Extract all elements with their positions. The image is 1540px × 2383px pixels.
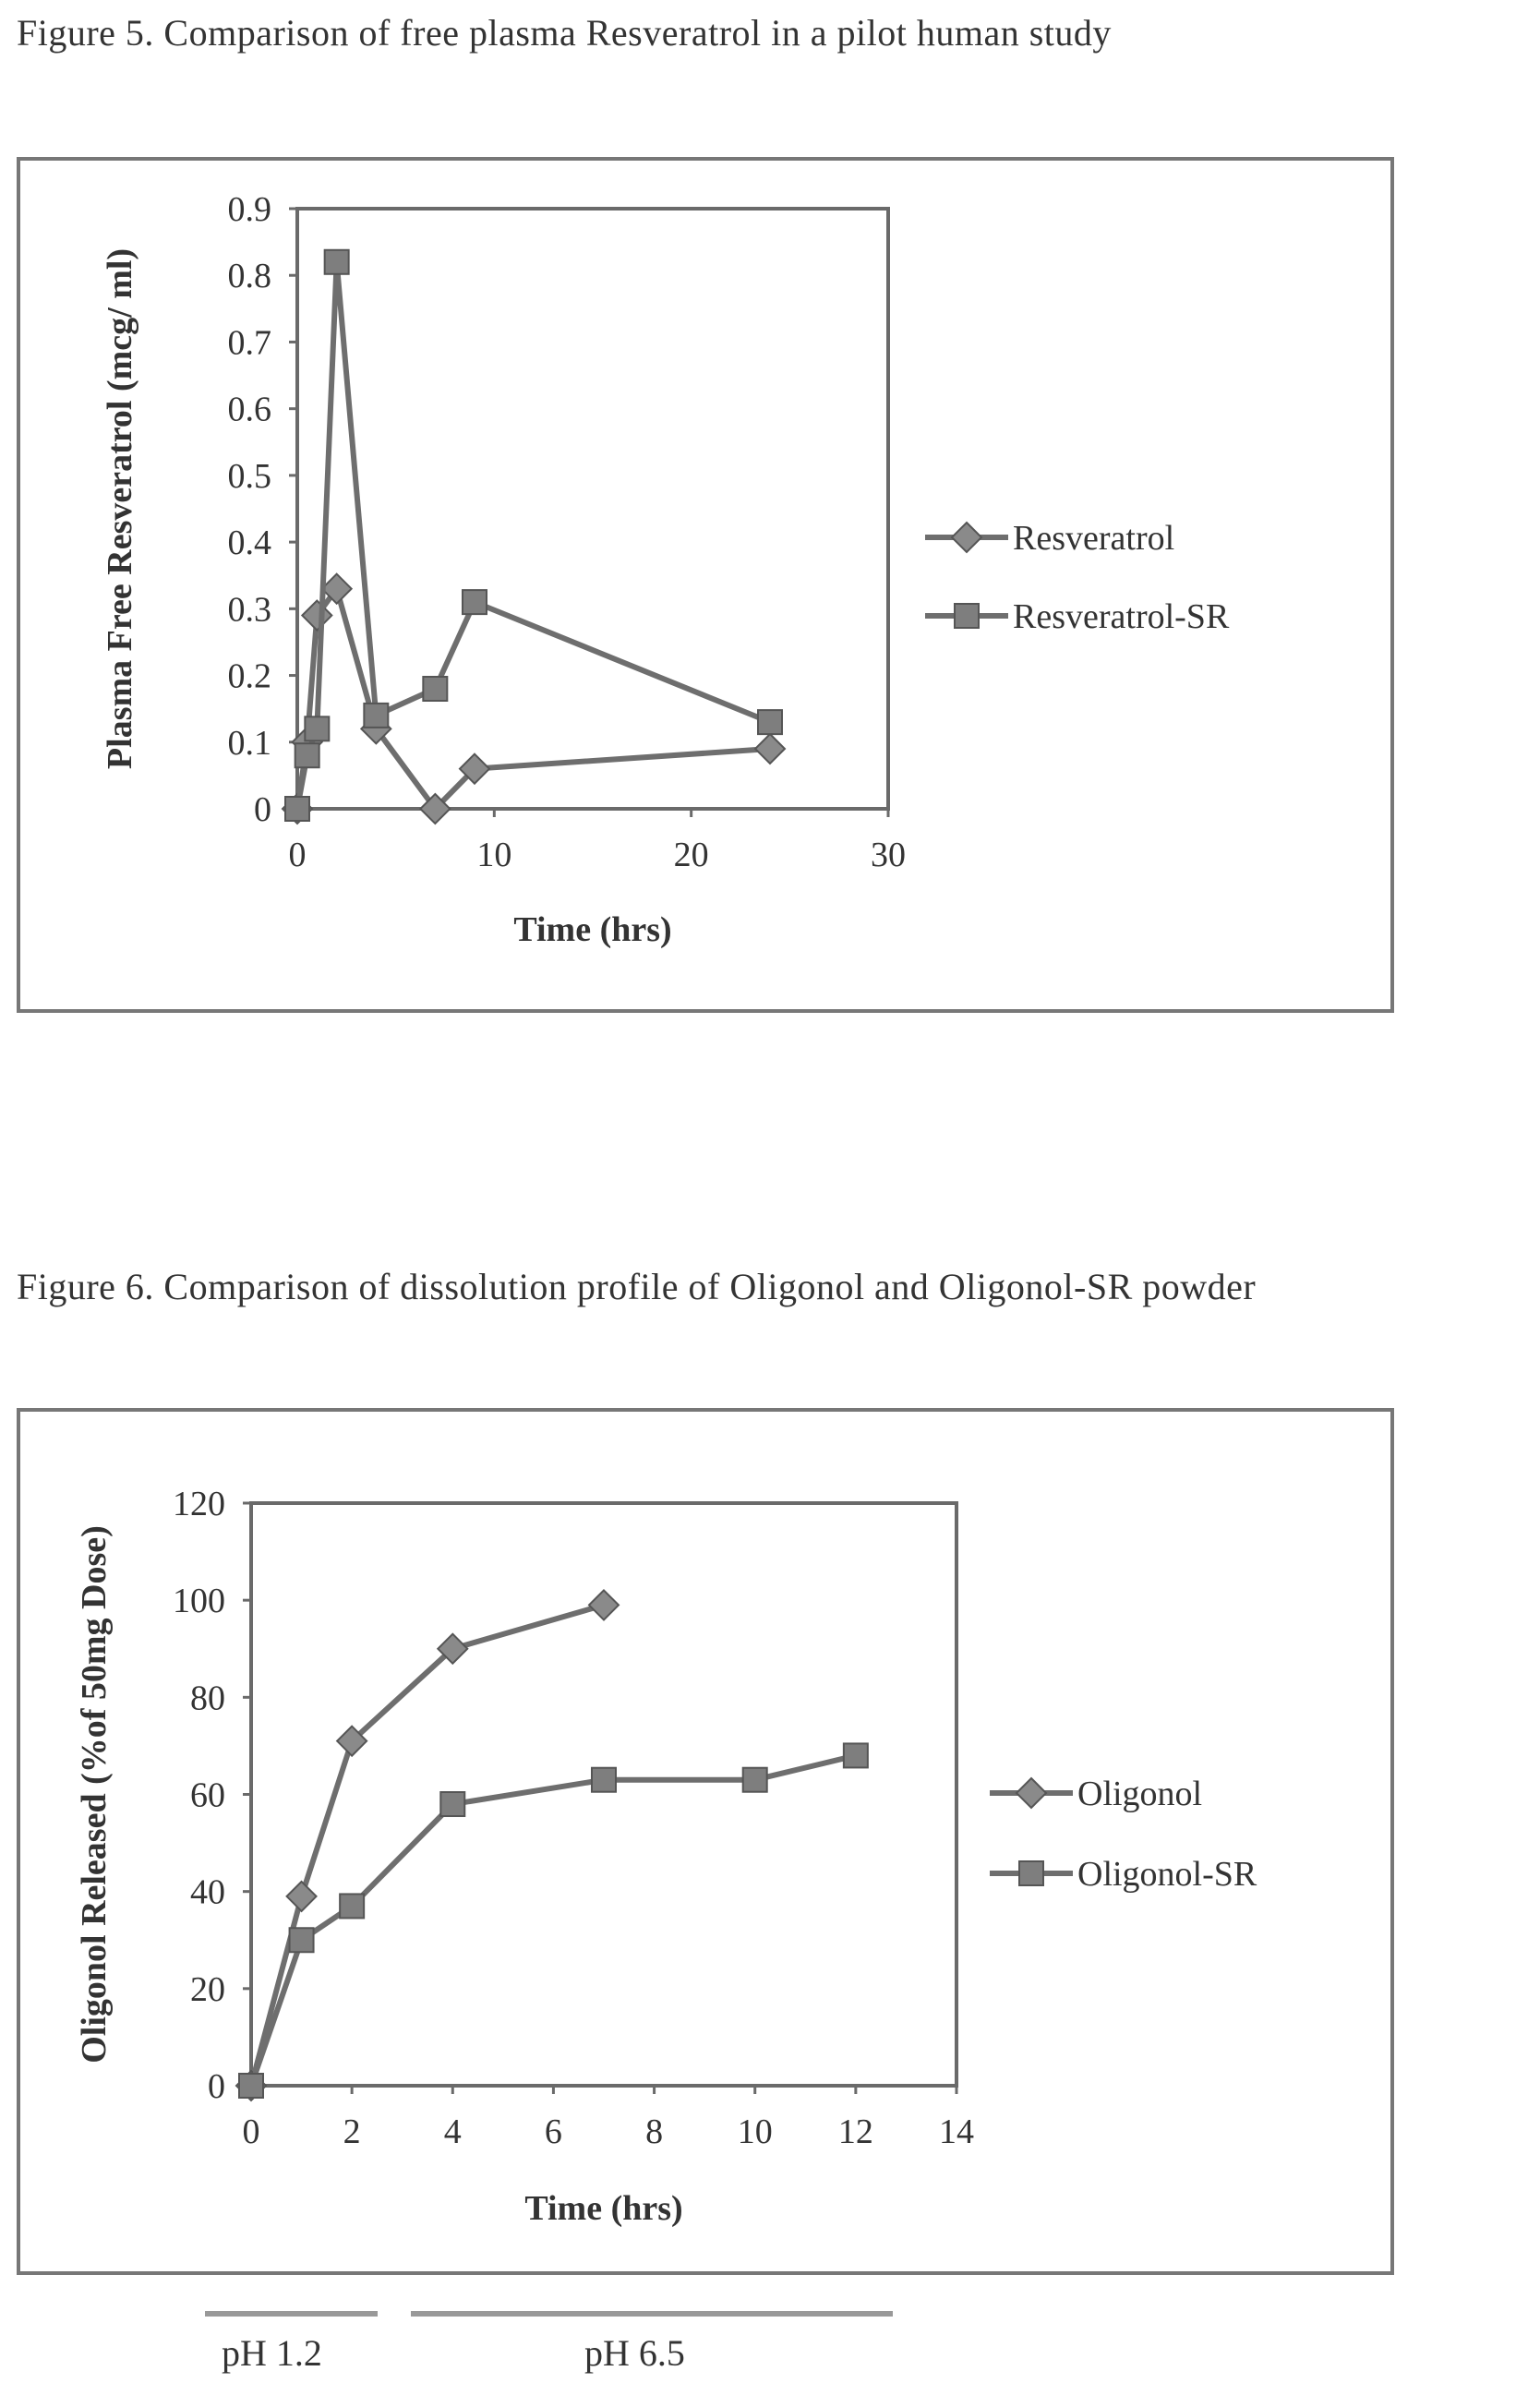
x-tick-label: 8 (645, 2112, 663, 2151)
figure6-chart: 0 20 40 60 80 100 120 0 2 4 6 8 10 12 14 Time (hrs) Olig… (75, 1485, 1257, 2228)
x-tick-label: 0 (289, 836, 307, 874)
ph-1.2-bar (205, 2311, 378, 2317)
y-tick-label: 0.8 (228, 257, 272, 295)
legend-label: Resveratrol (1013, 519, 1174, 558)
y-tick-label: 0 (254, 790, 271, 829)
x-tick-label: 4 (444, 2112, 462, 2151)
data-point-resveratrol (753, 732, 787, 765)
x-tick-label: 14 (939, 2112, 974, 2151)
data-point-oligonol-sr (288, 1927, 315, 1954)
data-point-oligonol-sr (741, 1766, 768, 1793)
y-tick-label: 0.9 (228, 190, 272, 229)
data-point-resveratrol-sr (462, 589, 487, 616)
data-point-resveratrol-sr (363, 702, 390, 728)
figure5-frame: 0 0.1 0.2 0.3 0.4 0.5 0.6 0.7 0.8 0.9 0 10 20 30 Time … (17, 157, 1394, 1013)
x-axis-title: Time (hrs) (524, 2189, 682, 2228)
y-tick-label: 0.5 (228, 457, 272, 496)
x-tick-label: 0 (243, 2112, 260, 2151)
legend-label: Resveratrol-SR (1013, 597, 1230, 636)
legend-marker (954, 603, 980, 629)
data-point-oligonol-sr (439, 1791, 466, 1818)
data-point-oligonol (285, 1880, 318, 1913)
figure6-caption: Figure 6. Comparison of dissolution prof… (17, 1266, 1257, 1307)
plot-area (295, 207, 890, 811)
data-point-oligonol (436, 1632, 469, 1666)
y-tick-label: 80 (190, 1679, 225, 1717)
data-point-resveratrol-sr (422, 676, 449, 702)
legend-marker (1015, 1776, 1048, 1810)
x-tick-label: 12 (838, 2112, 873, 2151)
ph-1.2-label: pH 1.2 (222, 2332, 322, 2374)
data-point-oligonol (587, 1589, 620, 1621)
data-point-resveratrol (320, 572, 354, 606)
figure5-caption: Figure 5. Comparison of free plasma Resv… (17, 12, 1112, 54)
data-point-resveratrol-sr (757, 709, 783, 736)
legend-label: Oligonol (1077, 1775, 1202, 1813)
x-tick-label: 2 (343, 2112, 361, 2151)
series-line-oligonol (248, 1602, 605, 2087)
x-tick-label: 20 (674, 836, 709, 874)
data-point-oligonol-sr (842, 1742, 869, 1769)
figure6-frame: 0 20 40 60 80 100 120 0 2 4 6 8 10 12 14 Time (hrs) Olig… (17, 1408, 1394, 2275)
data-point-oligonol (335, 1725, 368, 1758)
legend-label: Oligonol-SR (1077, 1855, 1257, 1894)
data-point-resveratrol-sr (304, 716, 331, 742)
y-tick-label: 120 (173, 1485, 225, 1523)
data-point-resveratrol (418, 792, 451, 825)
x-tick-label: 6 (545, 2112, 562, 2151)
ph-6.5-bar (411, 2311, 893, 2317)
data-point-resveratrol-sr (323, 248, 350, 275)
y-tick-label: 0.2 (228, 657, 272, 696)
data-point-oligonol-sr (591, 1766, 617, 1793)
x-tick-label: 10 (738, 2112, 773, 2151)
y-tick-label: 0.1 (228, 724, 272, 763)
y-tick-label: 0.4 (228, 524, 272, 562)
y-tick-label: 0 (208, 2067, 225, 2106)
figure5-chart: 0 0.1 0.2 0.3 0.4 0.5 0.6 0.7 0.8 0.9 0 10 20 30 Time … (101, 190, 1230, 949)
data-point-resveratrol (458, 752, 491, 786)
ph-6.5-label: pH 6.5 (584, 2332, 685, 2374)
y-tick-label: 0.6 (228, 391, 272, 429)
y-tick-label: 0.3 (228, 590, 272, 629)
y-tick-label: 60 (190, 1776, 225, 1815)
data-point-resveratrol-sr (284, 796, 310, 822)
legend-marker (1018, 1860, 1044, 1886)
legend-marker (950, 521, 983, 554)
y-tick-label: 0.7 (228, 323, 272, 362)
y-axis-title: Plasma Free Resveratrol (mcg/ ml) (101, 248, 139, 769)
data-point-resveratrol-sr (294, 742, 320, 769)
y-tick-label: 20 (190, 1970, 225, 2009)
x-tick-label: 10 (476, 836, 511, 874)
x-tick-label: 30 (871, 836, 906, 874)
y-tick-label: 100 (173, 1582, 225, 1620)
x-axis-title: Time (hrs) (513, 910, 671, 949)
y-axis-title: Oligonol Released (%of 50mg Dose) (75, 1525, 114, 2064)
series-line-oligonol-sr (248, 1752, 857, 2087)
data-point-oligonol-sr (339, 1893, 366, 1920)
y-tick-label: 40 (190, 1873, 225, 1912)
data-point-oligonol-sr (238, 2073, 264, 2099)
